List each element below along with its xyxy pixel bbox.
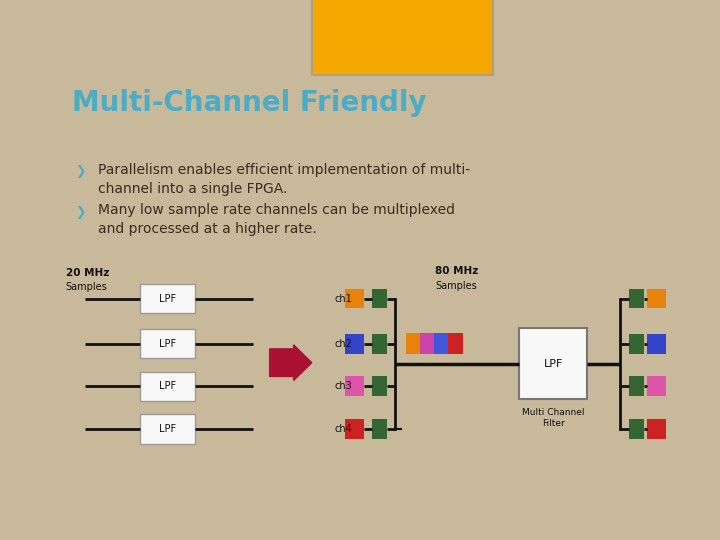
- Text: Samples: Samples: [66, 282, 107, 292]
- Bar: [140, 372, 195, 401]
- Bar: [346, 334, 364, 354]
- Bar: [629, 376, 644, 396]
- Text: and processed at a higher rate.: and processed at a higher rate.: [98, 222, 317, 237]
- Text: ch2: ch2: [335, 339, 352, 349]
- Text: 20 MHz: 20 MHz: [66, 268, 109, 278]
- Bar: [346, 288, 364, 308]
- Bar: [372, 419, 387, 439]
- Bar: [647, 334, 665, 354]
- Bar: [346, 419, 364, 439]
- Bar: [647, 419, 665, 439]
- Text: channel into a single FPGA.: channel into a single FPGA.: [98, 182, 287, 196]
- Bar: [647, 288, 665, 308]
- Text: ch3: ch3: [335, 381, 352, 391]
- Text: 80 MHz: 80 MHz: [435, 266, 478, 276]
- Text: LPF: LPF: [159, 381, 176, 391]
- Text: Many low sample rate channels can be multiplexed: Many low sample rate channels can be mul…: [98, 204, 455, 218]
- Bar: [629, 419, 644, 439]
- Bar: [140, 329, 195, 359]
- Text: Samples: Samples: [435, 281, 477, 292]
- Bar: [647, 376, 665, 396]
- Bar: [449, 333, 463, 354]
- Bar: [420, 333, 434, 354]
- Bar: [372, 376, 387, 396]
- Bar: [434, 333, 449, 354]
- Bar: [629, 288, 644, 308]
- Bar: [406, 333, 420, 354]
- Text: LPF: LPF: [159, 424, 176, 434]
- Text: Multi-Channel Friendly: Multi-Channel Friendly: [72, 90, 427, 117]
- Text: Parallelism enables efficient implementation of multi-: Parallelism enables efficient implementa…: [98, 163, 470, 177]
- Text: Filter: Filter: [541, 420, 564, 428]
- Text: LPF: LPF: [544, 359, 563, 369]
- Text: ch1: ch1: [335, 294, 352, 303]
- Text: ch4: ch4: [335, 424, 352, 434]
- Bar: [312, 0, 493, 75]
- Bar: [629, 334, 644, 354]
- Bar: [519, 328, 588, 400]
- Text: LPF: LPF: [159, 339, 176, 349]
- Text: ❯: ❯: [76, 165, 86, 178]
- Text: ❯: ❯: [76, 206, 86, 219]
- Text: Multi Channel: Multi Channel: [522, 408, 585, 417]
- Bar: [140, 415, 195, 444]
- Bar: [346, 376, 364, 396]
- Bar: [140, 284, 195, 313]
- FancyArrow shape: [269, 345, 312, 381]
- Bar: [372, 334, 387, 354]
- Bar: [372, 288, 387, 308]
- Text: LPF: LPF: [159, 294, 176, 303]
